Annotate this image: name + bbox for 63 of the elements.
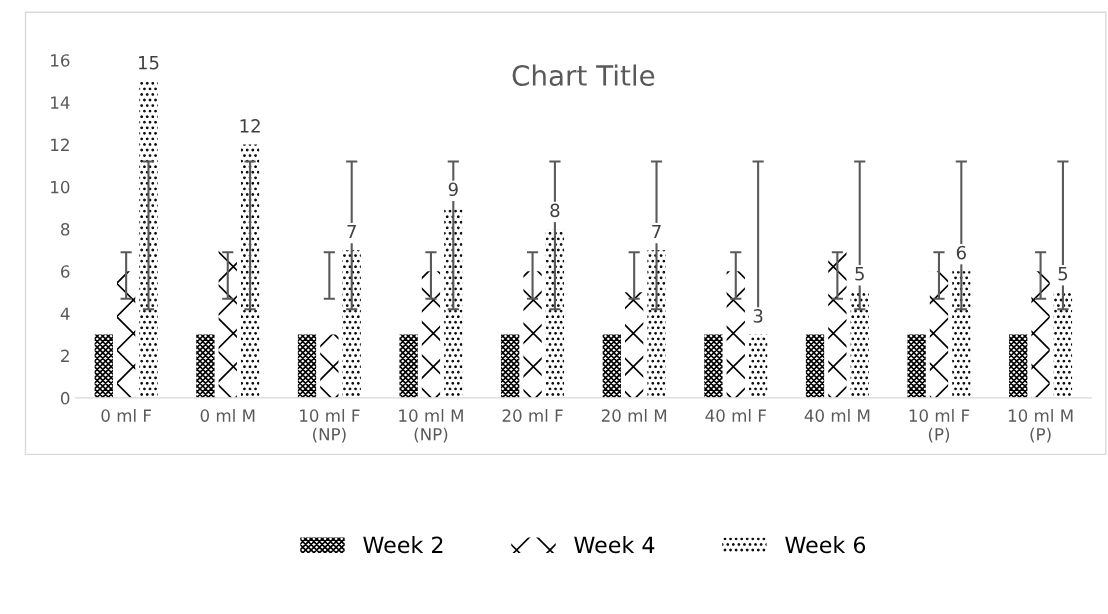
x-tick-label: 10 ml M (NP) <box>399 408 463 443</box>
x-tick-label: 20 ml F <box>502 408 563 422</box>
data-label: 3 <box>753 309 763 323</box>
bar <box>218 250 237 398</box>
bar <box>399 334 418 398</box>
bar <box>1009 334 1028 398</box>
bar <box>523 271 542 398</box>
data-label: 12 <box>240 119 260 133</box>
bar <box>952 271 971 398</box>
bar <box>94 334 113 398</box>
bar <box>421 271 441 398</box>
bar <box>240 144 260 398</box>
legend-label: Week 2 <box>363 536 443 554</box>
y-tick-label: 0 <box>60 391 70 405</box>
bar <box>929 271 949 398</box>
data-label: 7 <box>652 224 661 239</box>
bar <box>850 292 869 398</box>
y-tick-label: 10 <box>51 180 70 194</box>
bar <box>444 207 463 398</box>
bar <box>625 292 644 398</box>
legend-label: Week 6 <box>785 536 866 554</box>
bar <box>748 334 768 398</box>
data-label: 15 <box>138 56 159 70</box>
y-tick-label: 14 <box>51 96 70 109</box>
bar <box>117 271 136 398</box>
data-label: 9 <box>448 182 458 197</box>
y-tick-label: 8 <box>61 222 70 236</box>
bar <box>647 250 666 398</box>
bar <box>196 334 215 398</box>
bar <box>320 334 339 398</box>
bar <box>907 334 926 398</box>
bar <box>602 334 621 398</box>
y-tick-label: 2 <box>61 349 69 362</box>
bar <box>1053 292 1073 398</box>
bar <box>342 250 361 398</box>
data-label: 7 <box>347 224 356 239</box>
bar <box>297 334 317 398</box>
bar <box>828 250 847 398</box>
bar <box>726 271 745 398</box>
y-tick-label: 12 <box>51 138 69 151</box>
bar <box>139 81 158 398</box>
x-tick-label: 40 ml F <box>705 408 766 422</box>
x-tick-label: 10 ml M (P) <box>1008 408 1073 443</box>
x-tick-label: 0 ml F <box>101 408 151 422</box>
y-tick-label: 4 <box>60 307 70 320</box>
bar <box>704 334 723 398</box>
chart-title: Chart Title <box>512 64 655 86</box>
data-label: 6 <box>956 245 966 260</box>
x-tick-label: 20 ml M <box>601 408 667 422</box>
x-tick-label: 10 ml F (NP) <box>300 408 360 443</box>
data-label: 5 <box>1058 267 1068 281</box>
x-tick-label: 10 ml F (P) <box>909 408 970 443</box>
data-label: 8 <box>550 203 560 218</box>
bar <box>545 229 565 398</box>
bar <box>805 334 825 398</box>
x-tick-label: 40 ml M <box>804 408 870 422</box>
bar <box>1031 271 1050 398</box>
bar <box>501 334 520 398</box>
data-label: 5 <box>855 267 864 281</box>
y-tick-label: 16 <box>51 54 70 67</box>
y-tick-label: 6 <box>61 265 70 278</box>
x-tick-label: 0 ml M <box>200 408 255 422</box>
legend-label: Week 4 <box>574 536 655 554</box>
